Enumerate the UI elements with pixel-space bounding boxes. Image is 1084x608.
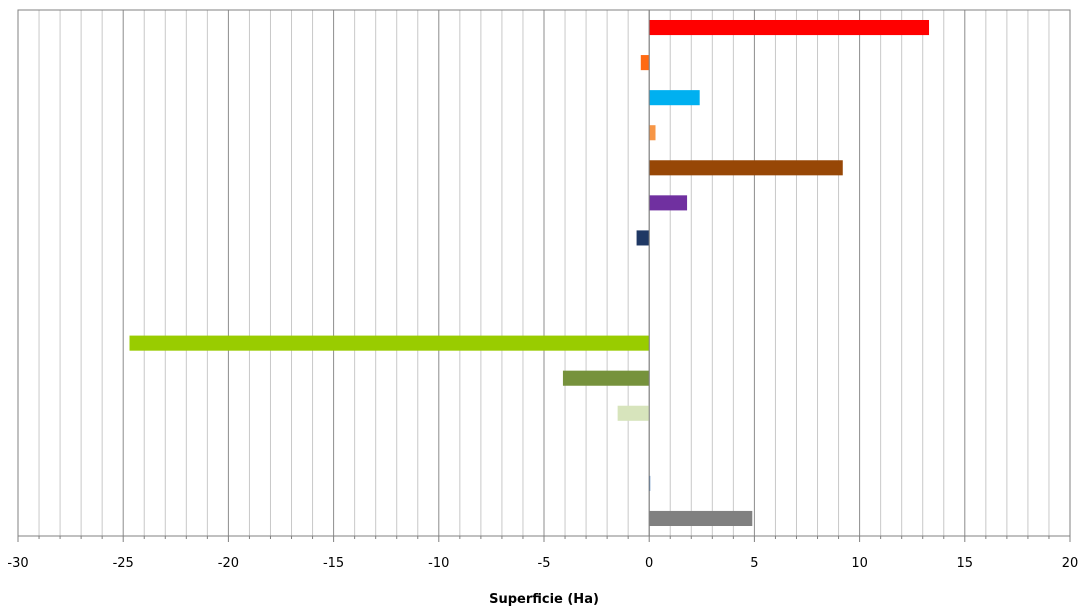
- bar: [649, 510, 753, 527]
- x-tick-label: -10: [428, 556, 449, 571]
- x-tick-label: 10: [851, 556, 868, 571]
- x-tick-labels: -30 -25 -20 -15 -10 -5 0 5 10 15 20: [7, 556, 1078, 571]
- bar: [649, 125, 656, 141]
- x-tick-label: -20: [218, 556, 239, 571]
- x-tick-label: 15: [957, 556, 974, 571]
- bar: [617, 405, 650, 421]
- x-tick-label: 20: [1062, 556, 1079, 571]
- bar: [649, 475, 651, 491]
- bar: [649, 19, 930, 36]
- x-tick-label: 5: [750, 556, 758, 571]
- x-tick-label: -30: [7, 556, 28, 571]
- bar: [649, 160, 843, 176]
- bars: [129, 19, 930, 527]
- bar: [640, 55, 650, 71]
- gridlines: [17, 10, 1071, 536]
- x-tick-label: -15: [323, 556, 344, 571]
- bar: [649, 90, 700, 106]
- x-tick-label: 0: [645, 556, 653, 571]
- bar: [562, 370, 650, 386]
- plot-area-border: [17, 9, 1071, 537]
- x-axis-title: Superficie (Ha): [489, 592, 599, 607]
- bar: [129, 335, 650, 351]
- x-tick-label: -25: [113, 556, 134, 571]
- bar: [636, 230, 650, 246]
- bar: [649, 195, 688, 211]
- x-tick-label: -5: [538, 556, 551, 571]
